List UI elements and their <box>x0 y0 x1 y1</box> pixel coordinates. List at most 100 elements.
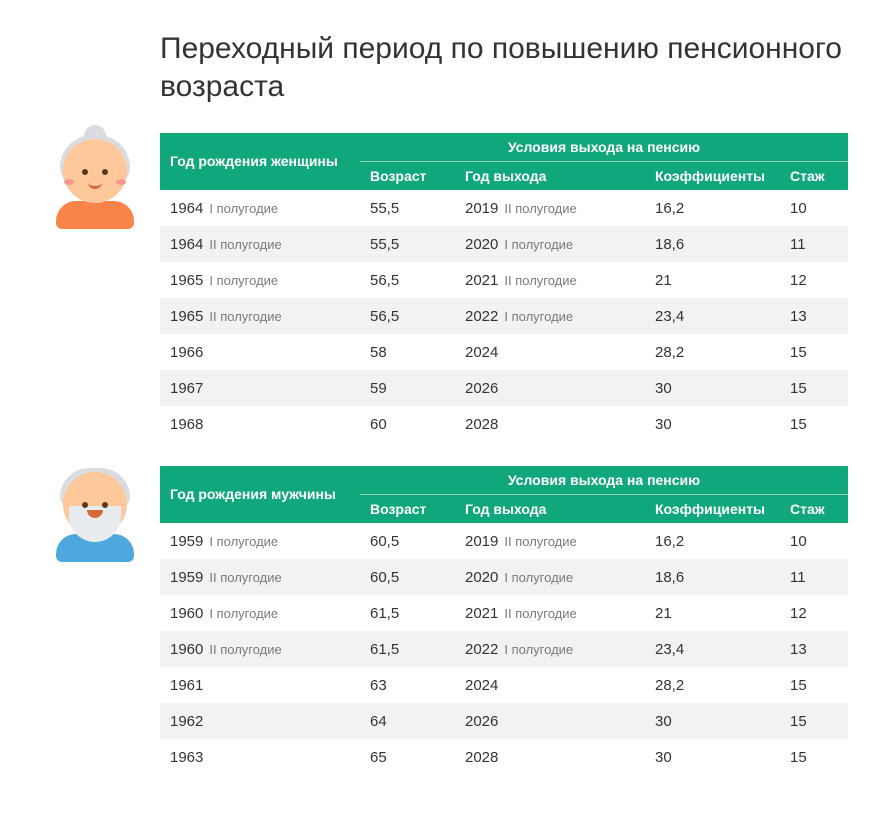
cell-age: 64 <box>360 703 455 739</box>
exit-year: 2021 <box>465 605 498 622</box>
exit-year: 2028 <box>465 749 498 766</box>
birth-half: II полугодие <box>209 642 281 657</box>
cell-coef: 23,4 <box>645 298 780 334</box>
birth-year: 1967 <box>170 380 203 397</box>
cell-stage: 15 <box>780 406 848 442</box>
cell-birth: 1960I полугодие <box>160 595 360 631</box>
cell-coef: 18,6 <box>645 559 780 595</box>
birth-year: 1961 <box>170 677 203 694</box>
birth-half: I полугодие <box>209 606 278 621</box>
cell-stage: 15 <box>780 703 848 739</box>
cell-age: 60,5 <box>360 559 455 595</box>
cell-birth: 1968 <box>160 406 360 442</box>
cell-birth: 1959 II полугодие <box>160 559 360 595</box>
table-row: 19675920263015 <box>160 370 848 406</box>
cell-stage: 12 <box>780 595 848 631</box>
table-row: 1960II полугодие61,52022I полугодие23,41… <box>160 631 848 667</box>
col-coef: Коэффициенты <box>645 495 780 524</box>
exit-year: 2021 <box>465 272 498 289</box>
cell-exit: 2020I полугодие <box>455 226 645 262</box>
cell-exit: 2024 <box>455 667 645 703</box>
exit-half: II полугодие <box>504 273 576 288</box>
cell-birth: 1967 <box>160 370 360 406</box>
cell-coef: 23,4 <box>645 631 780 667</box>
cell-age: 55,5 <box>360 226 455 262</box>
cell-exit: 2022 I полугодие <box>455 298 645 334</box>
table-row: 1964I полугодие55,52019II полугодие16,2 1… <box>160 190 848 226</box>
birth-year: 1959 <box>170 533 203 550</box>
birth-year: 1960 <box>170 641 203 658</box>
birth-year: 1964 <box>170 200 203 217</box>
cell-birth: 1960 II полугодие <box>160 631 360 667</box>
cell-age: 56,5 <box>360 262 455 298</box>
avatar-col-women <box>30 133 160 229</box>
exit-half: II полугодие <box>504 534 576 549</box>
man-avatar-icon <box>56 472 134 562</box>
cell-birth: 1964II полугодие <box>160 226 360 262</box>
cell-birth: 1963 <box>160 739 360 775</box>
table-row: 1962 64 2026 3015 <box>160 703 848 739</box>
exit-half: I полугодие <box>504 237 573 252</box>
birth-year: 1965 <box>170 272 203 289</box>
cell-birth: 1965 II полугодие <box>160 298 360 334</box>
cell-exit: 2022I полугодие <box>455 631 645 667</box>
section-women: Год рождения женщины Условия выхода на п… <box>30 133 848 442</box>
birth-year: 1968 <box>170 416 203 433</box>
birth-half: I полугодие <box>209 534 278 549</box>
cell-stage: 15 <box>780 334 848 370</box>
cell-stage: 15 <box>780 370 848 406</box>
birth-half: II полугодие <box>209 309 281 324</box>
col-coef: Коэффициенты <box>645 162 780 191</box>
cell-exit: 2021II полугодие <box>455 595 645 631</box>
exit-year: 2020 <box>465 569 498 586</box>
exit-year: 2024 <box>465 677 498 694</box>
women-table-body: 1964I полугодие55,52019II полугодие16,21… <box>160 190 848 442</box>
table-row: 1965I полугодие56,52021II полугодие2112 <box>160 262 848 298</box>
avatar-col-men <box>30 466 160 562</box>
page-title: Переходный период по повышению пенсионно… <box>160 30 848 105</box>
cell-coef: 30 <box>645 703 780 739</box>
cell-birth: 1965 I полугодие <box>160 262 360 298</box>
exit-half: I полугодие <box>504 642 573 657</box>
cell-exit: 2021 II полугодие <box>455 262 645 298</box>
exit-year: 2026 <box>465 713 498 730</box>
cell-birth: 1962 <box>160 703 360 739</box>
table-row: 19636520283015 <box>160 739 848 775</box>
col-group: Условия выхода на пенсию <box>360 133 848 162</box>
cell-age: 55,5 <box>360 190 455 226</box>
cell-coef: 30 <box>645 406 780 442</box>
col-stage: Стаж <box>780 162 848 191</box>
birth-year: 1963 <box>170 749 203 766</box>
birth-year: 1965 <box>170 308 203 325</box>
birth-half: I полугодие <box>209 273 278 288</box>
table-row: 1964II полугодие55,52020I полугодие18,61… <box>160 226 848 262</box>
cell-exit: 2028 <box>455 739 645 775</box>
col-age: Возраст <box>360 162 455 191</box>
cell-exit: 2019II полугодие <box>455 190 645 226</box>
col-birth: Год рождения мужчины <box>160 466 360 523</box>
col-exit: Год выхода <box>455 495 645 524</box>
men-table: Год рождения мужчины Условия выхода на п… <box>160 466 848 775</box>
cell-age: 63 <box>360 667 455 703</box>
cell-stage: 15 <box>780 739 848 775</box>
men-table-head: Год рождения мужчины Условия выхода на п… <box>160 466 848 523</box>
men-table-body: 1959I полугодие60,52019II полугодие16,21… <box>160 523 848 775</box>
table-row: 1959I полугодие60,52019II полугодие16,21… <box>160 523 848 559</box>
cell-birth: 1959 I полугодие <box>160 523 360 559</box>
exit-year: 2022 <box>465 308 498 325</box>
cell-exit: 2024 <box>455 334 645 370</box>
women-table: Год рождения женщины Условия выхода на п… <box>160 133 848 442</box>
birth-half: II полугодие <box>209 570 281 585</box>
exit-half: I полугодие <box>504 309 573 324</box>
col-exit: Год выхода <box>455 162 645 191</box>
cell-exit: 2026 <box>455 703 645 739</box>
col-birth: Год рождения женщины <box>160 133 360 190</box>
birth-year: 1959 <box>170 569 203 586</box>
birth-year: 1962 <box>170 713 203 730</box>
cell-coef: 16,2 <box>645 190 780 226</box>
cell-coef: 21 <box>645 595 780 631</box>
cell-exit: 2020I полугодие <box>455 559 645 595</box>
cell-stage: 11 <box>780 559 848 595</box>
cell-age: 59 <box>360 370 455 406</box>
cell-birth: 1964I полугодие <box>160 190 360 226</box>
